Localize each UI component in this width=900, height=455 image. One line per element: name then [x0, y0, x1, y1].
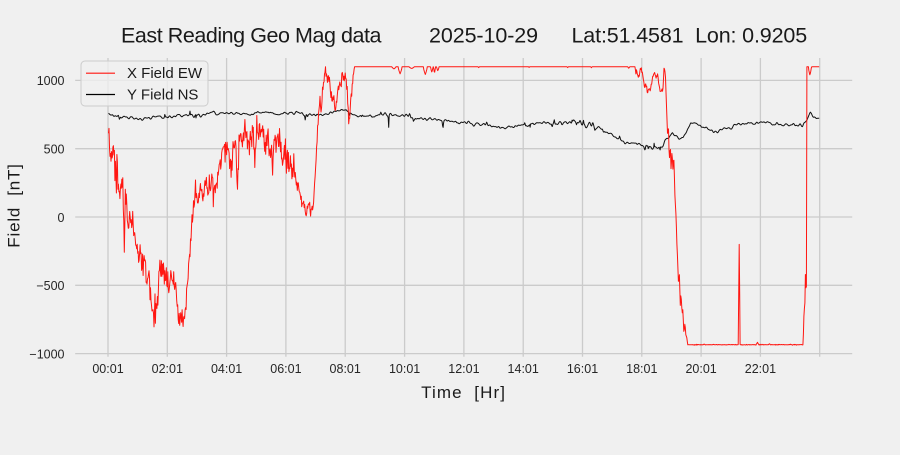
svg-text:00:01: 00:01: [92, 362, 123, 376]
svg-text:22:01: 22:01: [745, 362, 776, 376]
svg-text:Time [Hr]: Time [Hr]: [421, 383, 506, 402]
svg-text:Lat:51.4581 Lon: 0.9205: Lat:51.4581 Lon: 0.9205: [572, 24, 808, 48]
svg-text:12:01: 12:01: [448, 362, 479, 376]
svg-text:Y Field NS: Y Field NS: [127, 87, 198, 104]
svg-text:02:01: 02:01: [152, 362, 183, 376]
svg-text:2025-10-29: 2025-10-29: [429, 24, 538, 48]
svg-text:East Reading Geo Mag data: East Reading Geo Mag data: [121, 24, 382, 48]
svg-text:Field [nT]: Field [nT]: [4, 163, 23, 247]
svg-text:04:01: 04:01: [211, 362, 242, 376]
svg-text:16:01: 16:01: [567, 362, 598, 376]
svg-text:14:01: 14:01: [508, 362, 539, 376]
svg-text:500: 500: [44, 143, 65, 157]
svg-text:0: 0: [58, 211, 65, 225]
svg-text:06:01: 06:01: [270, 362, 301, 376]
svg-text:1000: 1000: [37, 74, 65, 88]
svg-text:−1000: −1000: [29, 347, 64, 361]
svg-text:10:01: 10:01: [389, 362, 420, 376]
svg-text:20:01: 20:01: [685, 362, 716, 376]
svg-text:08:01: 08:01: [330, 362, 361, 376]
svg-text:18:01: 18:01: [626, 362, 657, 376]
svg-text:X Field EW: X Field EW: [127, 65, 203, 82]
svg-text:−500: −500: [36, 279, 64, 293]
